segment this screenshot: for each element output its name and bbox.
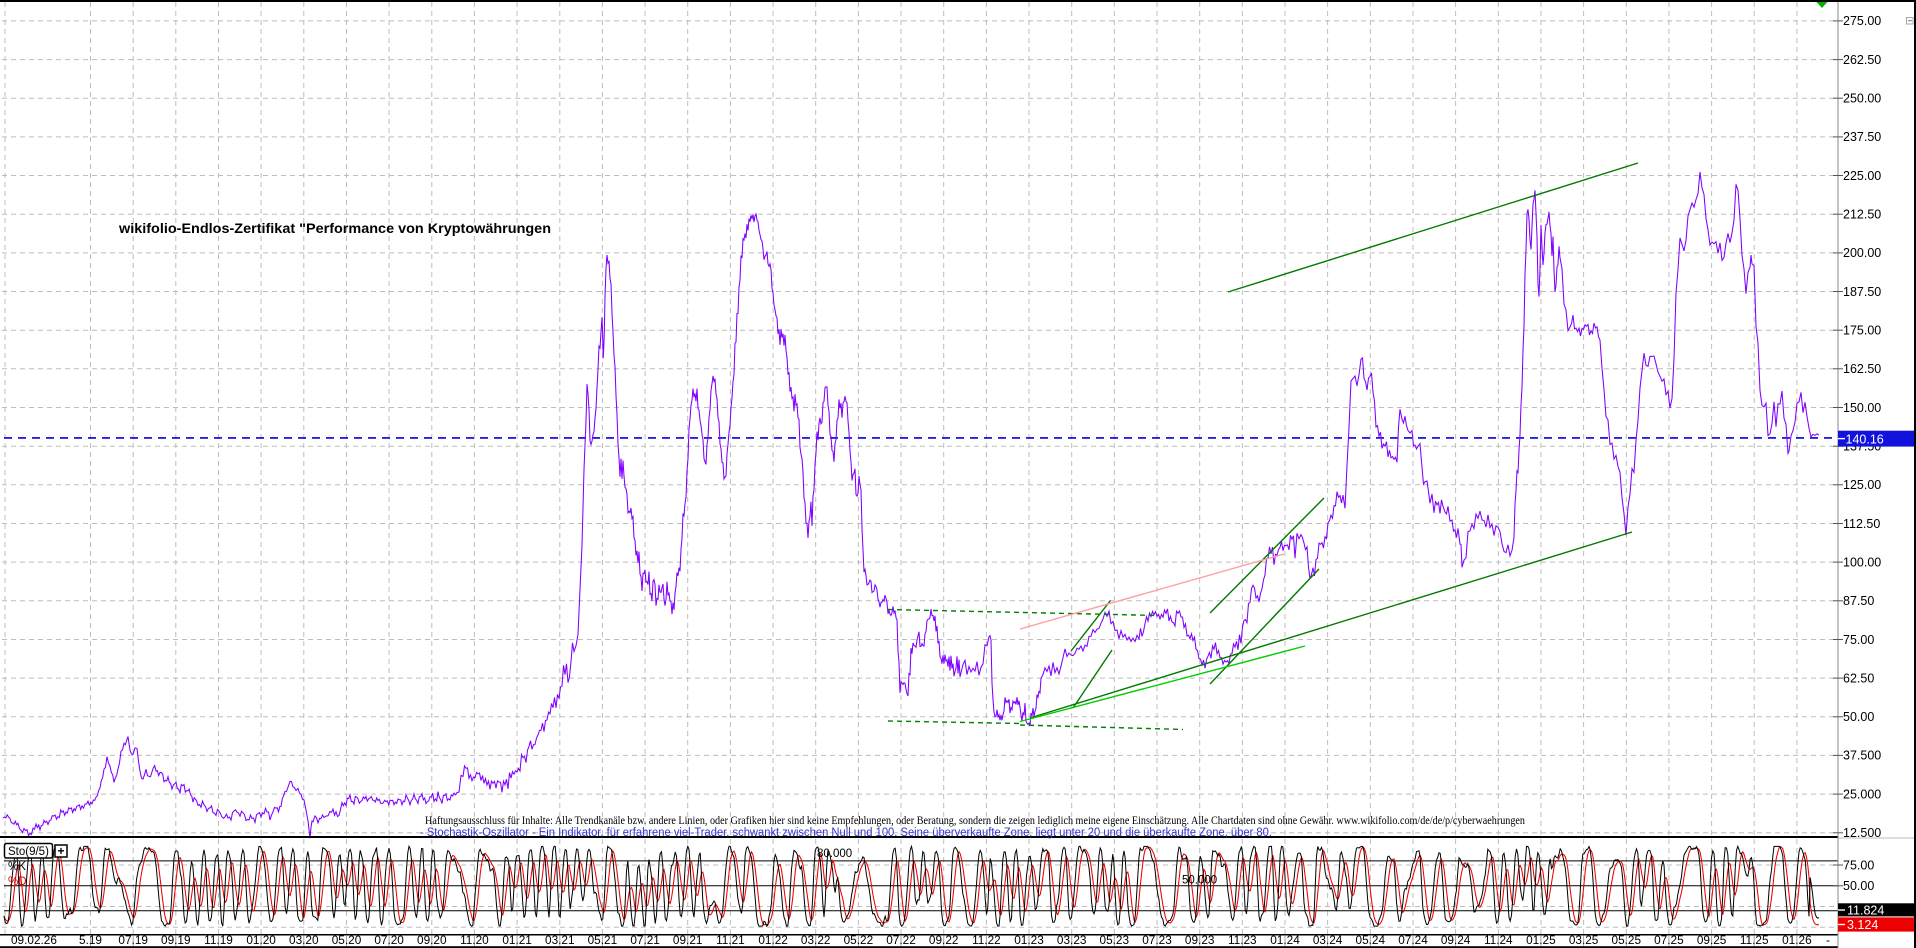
svg-text:5.19: 5.19 xyxy=(79,933,102,947)
svg-text:75.00: 75.00 xyxy=(1843,633,1874,647)
svg-text:11.19: 11.19 xyxy=(204,933,233,947)
svg-text:11.23: 11.23 xyxy=(1228,933,1257,947)
svg-text:200.00: 200.00 xyxy=(1843,246,1881,260)
svg-text:+: + xyxy=(58,844,65,858)
svg-text:03.25: 03.25 xyxy=(1569,933,1599,947)
svg-text:262.50: 262.50 xyxy=(1843,53,1881,67)
svg-text:09.21: 09.21 xyxy=(673,933,703,947)
svg-text:01.25: 01.25 xyxy=(1526,933,1556,947)
svg-text:87.50: 87.50 xyxy=(1843,594,1874,608)
svg-text:3.124: 3.124 xyxy=(1847,918,1878,932)
svg-text:225.00: 225.00 xyxy=(1843,169,1881,183)
svg-text:%D: %D xyxy=(8,876,27,888)
svg-text:50.00: 50.00 xyxy=(1843,710,1874,724)
svg-text:01.24: 01.24 xyxy=(1270,933,1300,947)
svg-text:07.25: 07.25 xyxy=(1654,933,1684,947)
svg-text:11.21: 11.21 xyxy=(716,933,745,947)
svg-text:11.22: 11.22 xyxy=(972,933,1001,947)
svg-text:11.20: 11.20 xyxy=(460,933,489,947)
svg-text:01.21: 01.21 xyxy=(502,933,532,947)
svg-text:07.24: 07.24 xyxy=(1398,933,1428,947)
svg-text:09.20: 09.20 xyxy=(417,933,447,947)
svg-text:09.25: 09.25 xyxy=(1697,933,1727,947)
svg-text:11.824: 11.824 xyxy=(1847,903,1884,917)
svg-text:05.22: 05.22 xyxy=(844,933,874,947)
svg-text:%K: %K xyxy=(8,861,26,873)
svg-text:25.000: 25.000 xyxy=(1843,787,1881,801)
svg-text:237.50: 237.50 xyxy=(1843,130,1881,144)
svg-text:12.500: 12.500 xyxy=(1843,826,1881,840)
svg-text:09.24: 09.24 xyxy=(1441,933,1471,947)
svg-text:01.22: 01.22 xyxy=(758,933,788,947)
svg-text:07.20: 07.20 xyxy=(374,933,404,947)
svg-text:03.20: 03.20 xyxy=(289,933,319,947)
svg-text:09.19: 09.19 xyxy=(161,933,191,947)
svg-text:03.21: 03.21 xyxy=(545,933,575,947)
svg-text:07.19: 07.19 xyxy=(118,933,148,947)
svg-text:75.00: 75.00 xyxy=(1843,858,1874,872)
svg-text:11.24: 11.24 xyxy=(1484,933,1513,947)
svg-text:- Stochastik-Oszillator - Ein: - Stochastik-Oszillator - Ein Indikator,… xyxy=(420,827,1272,839)
svg-text:05.21: 05.21 xyxy=(588,933,618,947)
svg-text:37.500: 37.500 xyxy=(1843,749,1881,763)
svg-text:62.50: 62.50 xyxy=(1843,671,1874,685)
svg-text:112.50: 112.50 xyxy=(1843,517,1880,531)
svg-text:175.00: 175.00 xyxy=(1843,324,1881,338)
svg-text:03.23: 03.23 xyxy=(1057,933,1087,947)
svg-text:Haftungsausschluss für Inhalte: Haftungsausschluss für Inhalte: Alle Tre… xyxy=(425,815,1525,827)
svg-text:05.23: 05.23 xyxy=(1100,933,1130,947)
svg-text:07.21: 07.21 xyxy=(630,933,660,947)
svg-text:50.00: 50.00 xyxy=(1843,879,1874,893)
svg-text:50.000: 50.000 xyxy=(1182,875,1217,887)
svg-text:80.000: 80.000 xyxy=(817,848,852,860)
svg-text:01.23: 01.23 xyxy=(1014,933,1044,947)
svg-text:03.22: 03.22 xyxy=(801,933,831,947)
svg-text:05.24: 05.24 xyxy=(1356,933,1386,947)
svg-text:01.26: 01.26 xyxy=(1782,933,1812,947)
svg-text:250.00: 250.00 xyxy=(1843,92,1881,106)
svg-text:07.23: 07.23 xyxy=(1142,933,1172,947)
svg-text:150.00: 150.00 xyxy=(1843,401,1881,415)
svg-text:Sto(9/5): Sto(9/5) xyxy=(8,846,49,858)
svg-text:07.22: 07.22 xyxy=(886,933,916,947)
svg-text:03.24: 03.24 xyxy=(1313,933,1343,947)
svg-text:100.00: 100.00 xyxy=(1843,555,1881,569)
svg-text:05.25: 05.25 xyxy=(1612,933,1642,947)
svg-text:wikifolio-Endlos-Zertifikat "P: wikifolio-Endlos-Zertifikat "Performance… xyxy=(118,220,551,236)
svg-text:212.50: 212.50 xyxy=(1843,208,1881,222)
svg-text:140.16: 140.16 xyxy=(1846,432,1884,446)
svg-text:09.23: 09.23 xyxy=(1185,933,1215,947)
svg-text:11.25: 11.25 xyxy=(1740,933,1769,947)
svg-text:01.20: 01.20 xyxy=(246,933,276,947)
svg-text:125.00: 125.00 xyxy=(1843,478,1881,492)
svg-text:-: - xyxy=(1826,933,1830,947)
svg-text:09.22: 09.22 xyxy=(929,933,959,947)
svg-text:275.00: 275.00 xyxy=(1843,14,1881,28)
svg-text:05.20: 05.20 xyxy=(332,933,362,947)
svg-text:09.02.26: 09.02.26 xyxy=(11,933,57,947)
svg-text:187.50: 187.50 xyxy=(1843,285,1881,299)
svg-text:162.50: 162.50 xyxy=(1843,362,1881,376)
